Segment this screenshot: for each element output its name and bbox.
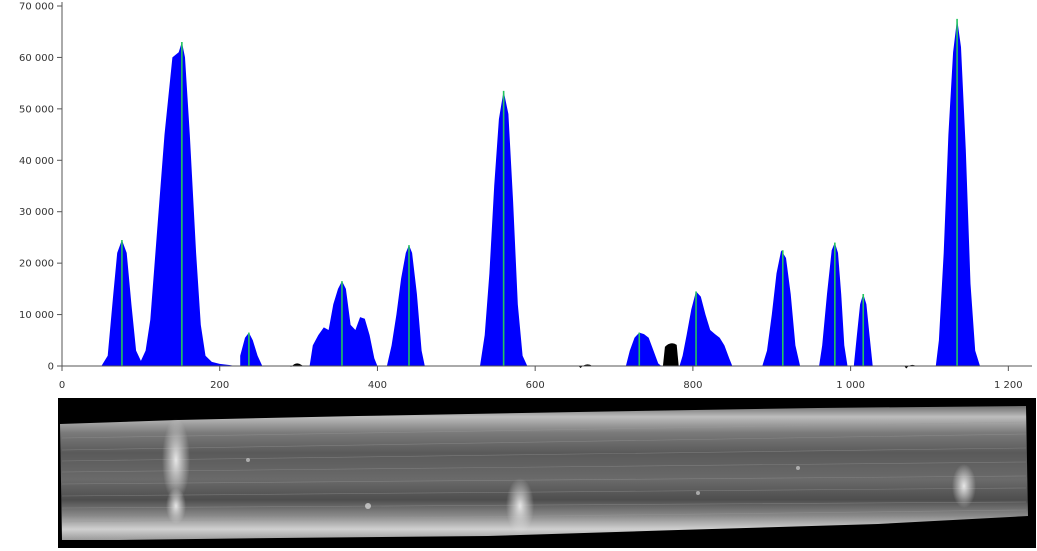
y-tick-label: 70 000 xyxy=(19,2,54,13)
peak-area-0 xyxy=(101,42,236,366)
intensity-area-layer xyxy=(101,18,980,367)
x-tick-label: 400 xyxy=(368,380,387,391)
peak-marker-layer xyxy=(121,18,958,366)
x-tick-label: 1 200 xyxy=(994,380,1023,391)
x-tick-label: 1 000 xyxy=(836,380,865,391)
profile-chart: 0 10 000 20 000 30 000 40 000 50 000 60 000 70 … xyxy=(19,2,1032,391)
y-tick-label: 50 000 xyxy=(19,104,54,115)
peak-area-8 xyxy=(819,242,848,366)
baseline-blob-1 xyxy=(578,364,595,368)
xray-scan-image xyxy=(58,398,1036,548)
x-tick-label: 800 xyxy=(683,380,702,391)
y-tick-label: 60 000 xyxy=(19,53,54,64)
y-tick-label: 10 000 xyxy=(19,310,54,321)
peak-area-10 xyxy=(935,18,980,367)
y-tick-label: 30 000 xyxy=(19,207,54,218)
x-tick-label: 200 xyxy=(210,380,229,391)
baseline-blob-2 xyxy=(662,343,679,366)
peak-area-3 xyxy=(386,245,425,366)
peak-area-1 xyxy=(240,332,263,366)
xray-scan-picture xyxy=(60,406,1028,540)
profile-chart-svg: 0 10 000 20 000 30 000 40 000 50 000 60 000 70 … xyxy=(19,2,1032,391)
y-tick-label: 20 000 xyxy=(19,259,54,270)
x-tick-label: 600 xyxy=(526,380,545,391)
x-tick-label: 0 xyxy=(59,380,65,391)
xray-stem-shape xyxy=(60,406,1028,540)
peak-area-6 xyxy=(679,291,733,366)
y-tick-label: 40 000 xyxy=(19,156,54,167)
baseline-blob-3 xyxy=(904,364,919,369)
baseline-blob-0 xyxy=(289,363,304,367)
peak-area-2 xyxy=(309,281,378,366)
peak-area-7 xyxy=(762,250,801,366)
y-tick-label: 0 xyxy=(48,362,54,373)
axes: 0 10 000 20 000 30 000 40 000 50 000 60 000 70 … xyxy=(19,2,1032,391)
peak-area-5 xyxy=(625,332,662,366)
